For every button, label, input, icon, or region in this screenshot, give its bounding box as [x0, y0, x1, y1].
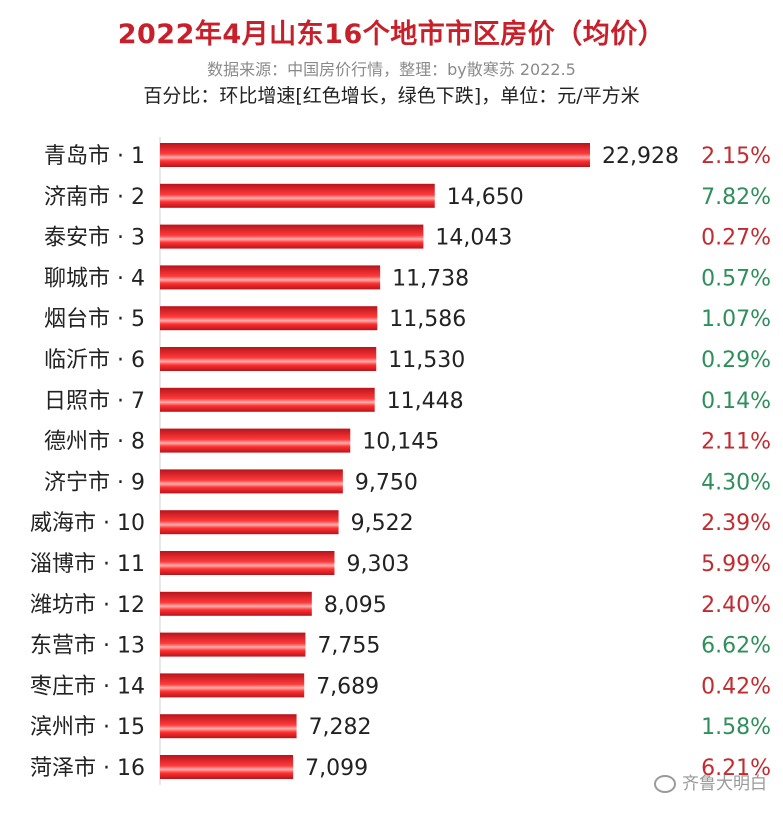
value-label: 14,043: [435, 226, 512, 251]
price-bar: [160, 673, 305, 698]
value-label: 22,928: [602, 144, 679, 169]
change-label: 4.30%: [701, 470, 771, 495]
value-label: 11,448: [387, 389, 464, 414]
change-label: 2.39%: [701, 511, 771, 536]
change-label: 1.07%: [701, 307, 771, 332]
change-label: 2.11%: [701, 430, 771, 455]
category-label: 德州市 · 8: [44, 430, 145, 455]
value-label: 9,303: [346, 552, 409, 577]
price-bar: [160, 469, 343, 494]
value-label: 7,689: [316, 674, 379, 699]
change-label: 6.62%: [701, 634, 771, 659]
category-label: 烟台市 · 5: [44, 307, 145, 332]
watermark: 齐鲁大明白: [654, 769, 767, 794]
value-label: 9,522: [351, 511, 414, 536]
price-bar: [160, 755, 294, 779]
change-label: 5.99%: [701, 552, 771, 577]
price-bar: [160, 510, 339, 535]
category-label: 临沂市 · 6: [44, 348, 145, 373]
category-label: 滨州市 · 15: [30, 715, 145, 740]
wechat-icon: [654, 775, 676, 793]
chart-legend-note: 百分比：环比增速[红色增长，绿色下跌]，单位：元/平方米: [143, 85, 640, 107]
price-bar: [160, 347, 377, 371]
category-label: 日照市 · 7: [44, 389, 145, 414]
category-label: 淄博市 · 11: [30, 552, 145, 577]
value-label: 7,282: [309, 715, 372, 740]
price-bar: [160, 224, 424, 249]
category-label: 威海市 · 10: [30, 511, 145, 536]
category-label: 济南市 · 2: [44, 185, 145, 210]
value-label: 11,530: [388, 348, 465, 373]
watermark-text: 齐鲁大明白: [682, 774, 767, 794]
price-bar: [160, 714, 297, 739]
change-label: 2.40%: [701, 593, 771, 618]
value-label: 9,750: [355, 470, 418, 495]
price-bar: [160, 306, 378, 331]
price-bar: [160, 265, 381, 290]
category-label: 东营市 · 13: [30, 634, 145, 659]
price-bar: [160, 143, 590, 167]
value-label: 8,095: [324, 593, 387, 618]
chart-source-note: 数据来源：中国房价行情，整理：by散寒苏 2022.5: [207, 60, 576, 79]
value-label: 10,145: [362, 430, 439, 455]
change-label: 6.21%: [701, 756, 771, 781]
category-label: 青岛市 · 1: [44, 144, 145, 169]
category-label: 枣庄市 · 14: [30, 674, 145, 699]
price-bar: [160, 591, 312, 616]
price-bar: [160, 551, 335, 575]
change-label: 0.27%: [701, 226, 771, 251]
price-bar: [160, 183, 435, 208]
value-label: 7,755: [317, 634, 380, 659]
change-label: 2.15%: [701, 144, 771, 169]
change-label: 0.57%: [701, 266, 771, 291]
change-label: 1.58%: [701, 715, 771, 740]
value-label: 7,099: [305, 756, 368, 781]
category-label: 菏泽市 · 16: [30, 756, 145, 781]
chart-title: 2022年4月山东16个地市市区房价（均价）: [117, 19, 666, 50]
change-label: 0.29%: [701, 348, 771, 373]
price-bar: [160, 632, 306, 657]
value-label: 11,586: [389, 307, 466, 332]
category-label: 济宁市 · 9: [44, 470, 145, 495]
value-label: 11,738: [392, 266, 469, 291]
change-label: 0.14%: [701, 389, 771, 414]
value-label: 14,650: [447, 185, 524, 210]
change-label: 7.82%: [701, 185, 771, 210]
change-label: 0.42%: [701, 674, 771, 699]
category-label: 聊城市 · 4: [44, 266, 145, 291]
price-bar: [160, 428, 351, 453]
category-label: 潍坊市 · 12: [30, 593, 145, 618]
category-label: 泰安市 · 3: [44, 226, 145, 251]
price-bar: [160, 387, 375, 412]
